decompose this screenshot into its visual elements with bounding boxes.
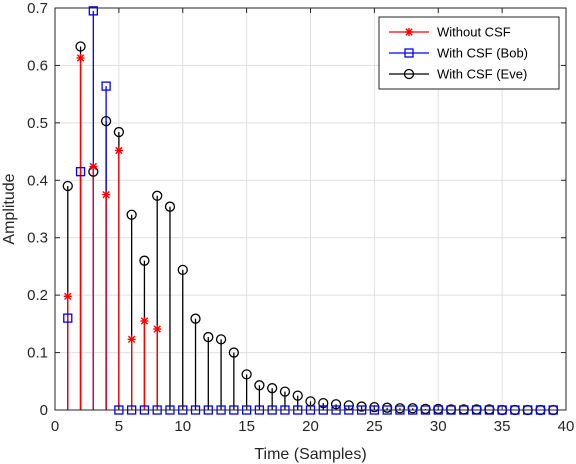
asterisk-stroke: [64, 292, 72, 300]
y-tick-label: 0.6: [27, 57, 48, 74]
marker-with-csf-bob: [101, 81, 111, 91]
y-tick-label: 0.3: [27, 230, 48, 247]
x-tick-label: 0: [51, 418, 59, 435]
marker-with-csf-eve: [203, 331, 214, 343]
marker-with-csf-eve: [215, 334, 227, 345]
x-axis-title: Time (Samples): [254, 446, 366, 463]
marker-with-csf-eve: [139, 255, 150, 266]
asterisk-stroke: [76, 54, 85, 62]
marker-with-csf-eve: [164, 201, 176, 212]
asterisk-stroke: [102, 190, 110, 199]
x-tick-label: 20: [302, 418, 319, 435]
asterisk-stroke: [140, 317, 149, 325]
marker-with-csf-bob: [75, 167, 86, 177]
x-tick-label: 35: [494, 418, 511, 435]
legend-marker-with-csf-eve: [403, 68, 415, 80]
asterisk-stroke: [153, 325, 161, 333]
marker-with-csf-eve: [228, 347, 240, 358]
marker-with-csf-eve: [190, 313, 201, 324]
marker-without-csf: [140, 316, 149, 325]
legend-label-with-csf-eve: With CSF (Eve): [437, 67, 527, 82]
asterisk-stroke: [115, 146, 123, 155]
marker-without-csf: [127, 335, 136, 344]
marker-with-csf-bob: [63, 313, 73, 323]
x-tick-label: 40: [558, 418, 575, 435]
x-tick-label: 5: [115, 418, 123, 435]
marker-with-csf-eve: [75, 41, 86, 52]
marker-with-csf-bob: [88, 6, 98, 16]
x-tick-label: 15: [238, 418, 255, 435]
marker-with-csf-eve: [267, 383, 278, 394]
marker-without-csf: [153, 325, 162, 334]
marker-with-csf-eve: [279, 386, 291, 397]
legend-label-without-csf: Without CSF: [437, 25, 511, 40]
asterisk-stroke: [89, 162, 98, 171]
legend: Without CSF With CSF (Bob) With CSF (Eve): [378, 16, 560, 90]
marker-without-csf: [114, 146, 123, 155]
y-tick-label: 0: [40, 402, 48, 419]
x-tick-label: 25: [366, 418, 383, 435]
marker-with-csf-eve: [152, 190, 163, 201]
marker-with-csf-eve: [254, 380, 265, 391]
legend-marker-without-csf: [405, 28, 413, 36]
marker-with-csf-eve: [126, 209, 137, 220]
y-axis-title: Amplitude: [1, 173, 18, 244]
series-markers: [62, 6, 559, 416]
legend-label-with-csf-bob: With CSF (Bob): [437, 46, 528, 61]
marker-with-csf-eve: [177, 264, 188, 276]
marker-with-csf-eve: [113, 126, 125, 138]
marker-without-csf: [63, 292, 72, 301]
axis-ticks: 0 5 10 15 20 25 30 35 40 0 0.1 0.2 0.3 0.4 0.5 0.6 0.7: [27, 0, 574, 435]
y-tick-label: 0.5: [27, 115, 48, 132]
marker-with-csf-eve: [292, 390, 303, 401]
marker-with-csf-eve: [62, 180, 73, 192]
asterisk-stroke: [405, 28, 413, 36]
marker-without-csf: [102, 190, 111, 199]
marker-without-csf: [76, 53, 85, 62]
y-tick-label: 0.7: [27, 0, 48, 17]
y-tick-label: 0.2: [27, 287, 48, 304]
legend-marker-with-csf-bob: [404, 48, 414, 58]
marker-without-csf: [89, 162, 98, 171]
y-tick-label: 0.1: [27, 345, 48, 362]
y-tick-label: 0.4: [27, 172, 48, 189]
marker-with-csf-eve: [100, 115, 112, 127]
marker-with-csf-eve: [241, 369, 252, 380]
marker-with-csf-eve: [318, 397, 329, 409]
marker-with-csf-eve: [330, 399, 342, 410]
asterisk-stroke: [127, 335, 136, 344]
x-tick-label: 10: [174, 418, 191, 435]
x-tick-label: 30: [430, 418, 447, 435]
